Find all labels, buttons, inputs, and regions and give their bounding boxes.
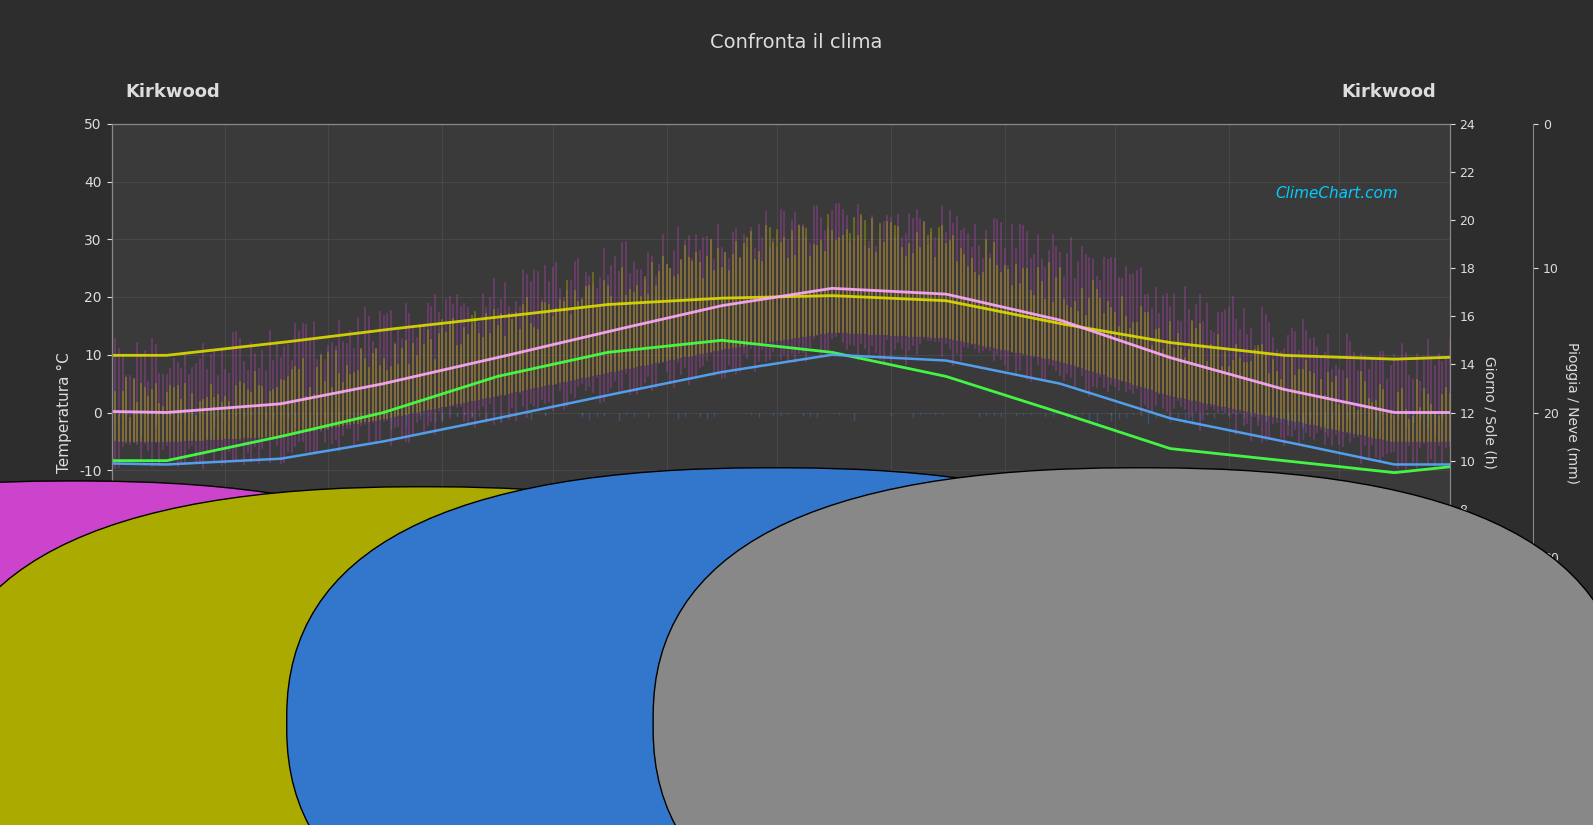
- Text: ClimeChart.com: ClimeChart.com: [1276, 186, 1399, 200]
- Text: Temperatura °C: Temperatura °C: [64, 703, 186, 717]
- Y-axis label: Temperatura °C: Temperatura °C: [57, 352, 72, 473]
- Y-axis label: Giorno / Sole (h): Giorno / Sole (h): [1481, 356, 1496, 469]
- Text: Media mensile: Media mensile: [91, 752, 182, 766]
- Text: Neve (mm): Neve (mm): [1131, 703, 1217, 717]
- Text: Neve per giorno: Neve per giorno: [1155, 716, 1255, 729]
- Text: Media mensile del sole: Media mensile del sole: [438, 752, 581, 766]
- Text: Pioggia (mm): Pioggia (mm): [765, 703, 870, 717]
- Text: Media mensile: Media mensile: [789, 738, 879, 751]
- Text: Kirkwood: Kirkwood: [124, 82, 220, 101]
- Text: Luce del giorno per giorno: Luce del giorno per giorno: [438, 721, 602, 734]
- Text: © ClimeChart.com: © ClimeChart.com: [1440, 796, 1545, 806]
- Text: Giorno / Sole (h): Giorno / Sole (h): [414, 703, 542, 717]
- Text: Intervallo min / max per giorno: Intervallo min / max per giorno: [91, 731, 285, 744]
- Text: ClimeChart.com: ClimeChart.com: [205, 625, 328, 639]
- Text: Media mensile: Media mensile: [1155, 738, 1246, 751]
- Text: Confronta il clima: Confronta il clima: [710, 33, 883, 52]
- Text: Kirkwood: Kirkwood: [1341, 82, 1437, 101]
- Text: Sole per giorno: Sole per giorno: [438, 735, 534, 748]
- Text: Pioggia per giorno: Pioggia per giorno: [789, 716, 902, 729]
- Y-axis label: Pioggia / Neve (mm): Pioggia / Neve (mm): [1566, 342, 1579, 483]
